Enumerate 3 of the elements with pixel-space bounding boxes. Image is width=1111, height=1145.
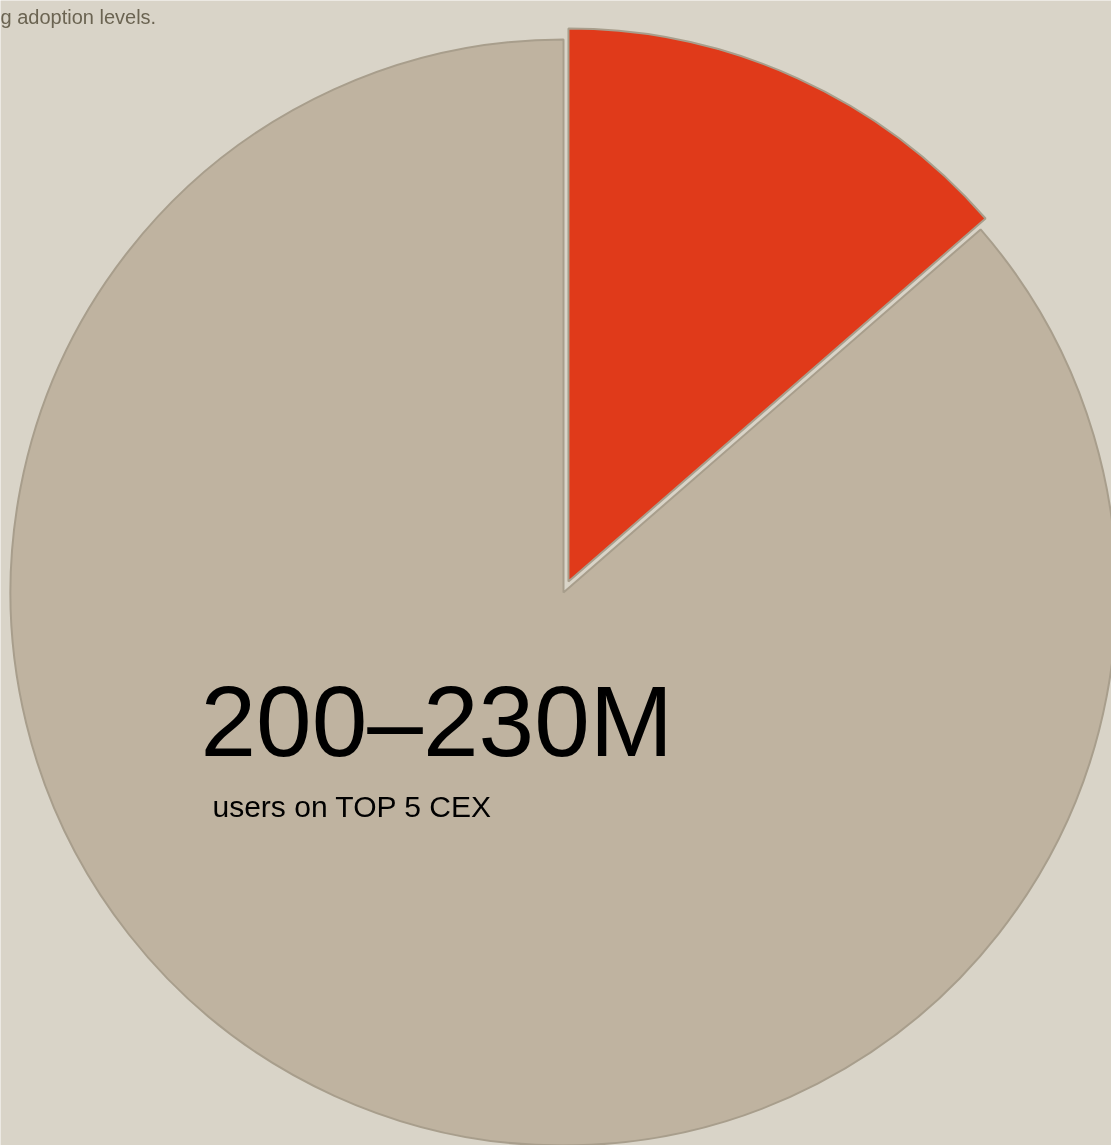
text: g adoption levels. [0,5,157,28]
text: users on TOP 5 CEX [212,790,491,823]
text: 200–230M [200,664,674,777]
